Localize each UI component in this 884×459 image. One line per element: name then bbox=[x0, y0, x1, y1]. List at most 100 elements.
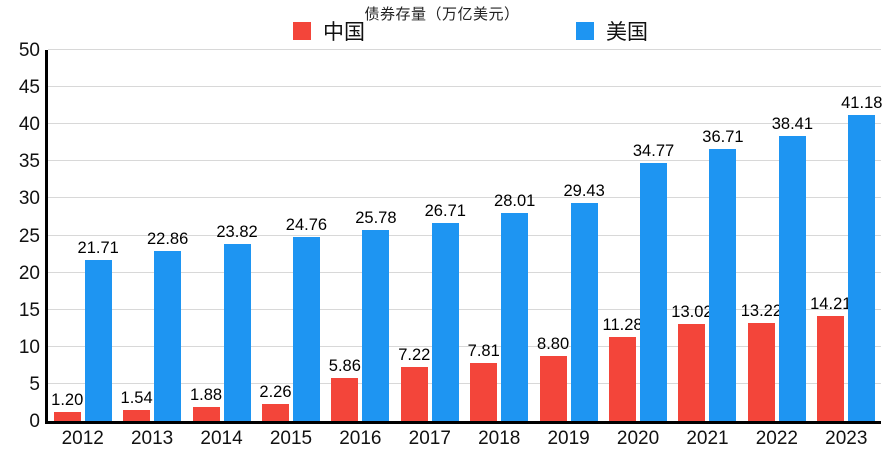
y-tick-label-30: 30 bbox=[18, 188, 40, 210]
bar-label-美国-2012: 21.71 bbox=[77, 238, 119, 257]
x-tick-label-2020: 2020 bbox=[616, 428, 660, 449]
legend-item-usa: 美国 bbox=[576, 16, 648, 46]
bar-中国-2022: 13.22 bbox=[741, 302, 782, 421]
bar-label-美国-2021: 36.71 bbox=[702, 127, 744, 146]
bar-label-中国-2012: 1.20 bbox=[51, 391, 84, 410]
legend-swatch-china-icon bbox=[293, 22, 311, 40]
y-tick-label-35: 35 bbox=[18, 151, 40, 173]
bar-美国-2020: 34.77 bbox=[633, 142, 674, 421]
bar-group-2016: 5.86 25.78 2016 bbox=[326, 50, 397, 449]
x-tick-label-2019: 2019 bbox=[547, 428, 590, 449]
y-tick-label-45: 45 bbox=[18, 77, 40, 99]
bar-label-中国-2022: 13.22 bbox=[740, 301, 783, 320]
bar-group-2020: 11.28 34.77 2020 bbox=[602, 50, 674, 449]
bar-group-2017: 7.22 26.71 2017 bbox=[395, 50, 466, 449]
bar-label-美国-2022: 38.41 bbox=[771, 115, 814, 133]
x-tick-label-2022: 2022 bbox=[755, 428, 798, 449]
bar-中国-2021: 13.02 bbox=[671, 303, 713, 421]
gridline-y20 bbox=[48, 271, 881, 273]
gridline-y25 bbox=[48, 234, 881, 236]
bar-label-美国-2020: 34.77 bbox=[632, 142, 675, 161]
plot-area: 0 5 10 15 20 25 30 35 40 45 50 1.20 21.71 2012 1.54 22.… bbox=[19, 40, 883, 449]
bar-group-2019: 8.80 29.43 2019 bbox=[534, 50, 605, 449]
bar-美国-2019: 29.43 bbox=[563, 182, 605, 421]
legend-label-china: 中国 bbox=[323, 21, 365, 44]
bar-group-2015: 2.26 24.76 2015 bbox=[256, 50, 327, 449]
bar-label-美国-2015: 24.76 bbox=[285, 216, 328, 235]
bar-美国-2014: 23.82 bbox=[216, 223, 258, 421]
bar-中国-2016: 5.86 bbox=[329, 357, 361, 421]
y-tick-label-10: 10 bbox=[18, 336, 40, 358]
gridline-y40 bbox=[48, 123, 881, 125]
bar-label-美国-2016: 25.78 bbox=[355, 208, 397, 227]
bar-label-中国-2015: 2.26 bbox=[259, 383, 292, 402]
bar-label-中国-2013: 1.54 bbox=[120, 388, 153, 407]
legend-label-usa: 美国 bbox=[606, 21, 648, 44]
gridline-y50 bbox=[48, 49, 881, 50]
gridline-y35 bbox=[48, 160, 881, 162]
bar-美国-2012: 21.71 bbox=[78, 239, 119, 421]
legend-item-china: 中国 bbox=[293, 16, 365, 46]
x-tick-label-2014: 2014 bbox=[200, 428, 243, 449]
x-tick-label-2021: 2021 bbox=[686, 428, 729, 449]
bar-美国-2021: 36.71 bbox=[702, 128, 744, 421]
bar-中国-2015: 2.26 bbox=[259, 383, 292, 421]
gridline-y10 bbox=[48, 345, 881, 347]
gridline-y30 bbox=[48, 197, 881, 199]
y-tick-label-15: 15 bbox=[18, 299, 40, 321]
y-tick-label-40: 40 bbox=[18, 114, 40, 136]
bar-中国-2019: 8.80 bbox=[537, 335, 569, 421]
bar-label-中国-2017: 7.22 bbox=[398, 346, 431, 365]
bar-美国-2015: 24.76 bbox=[286, 216, 327, 421]
bar-美国-2017: 26.71 bbox=[425, 202, 466, 421]
bar-美国-2022: 38.41 bbox=[772, 115, 813, 421]
bar-label-中国-2016: 5.86 bbox=[328, 356, 361, 375]
bar-label-美国-2018: 28.01 bbox=[494, 192, 536, 211]
bar-label-美国-2017: 26.71 bbox=[424, 201, 466, 220]
bar-中国-2012: 1.20 bbox=[51, 391, 83, 421]
x-tick-label-2017: 2017 bbox=[408, 428, 451, 449]
bar-中国-2023: 14.21 bbox=[810, 295, 851, 421]
x-tick-label-2016: 2016 bbox=[339, 428, 382, 449]
bar-label-中国-2020: 11.28 bbox=[602, 316, 643, 335]
bar-美国-2018: 28.01 bbox=[494, 192, 535, 421]
x-tick-label-2013: 2013 bbox=[130, 428, 174, 449]
y-tick-label-0: 0 bbox=[29, 411, 40, 432]
bar-中国-2020: 11.28 bbox=[602, 316, 643, 421]
bar-label-美国-2023: 41.18 bbox=[841, 94, 883, 113]
bar-label-中国-2021: 13.02 bbox=[671, 303, 713, 322]
bar-label-中国-2018: 7.81 bbox=[467, 342, 500, 361]
bar-group-2013: 1.54 22.86 2013 bbox=[117, 50, 189, 449]
y-tick-label-50: 50 bbox=[18, 40, 40, 61]
legend-swatch-usa-icon bbox=[576, 22, 594, 40]
bar-label-美国-2014: 23.82 bbox=[216, 223, 258, 242]
gridline-y15 bbox=[48, 308, 881, 310]
bar-group-2012: 1.20 21.71 2012 bbox=[48, 50, 119, 449]
bar-group-2014: 1.88 23.82 2014 bbox=[187, 50, 258, 449]
bar-中国-2014: 1.88 bbox=[190, 386, 222, 421]
x-tick-label-2018: 2018 bbox=[478, 428, 521, 449]
bar-中国-2018: 7.81 bbox=[468, 342, 500, 421]
y-tick-label-20: 20 bbox=[18, 262, 40, 284]
y-tick-label-5: 5 bbox=[29, 373, 40, 395]
chart-title: 债券存量（万亿美元） bbox=[364, 6, 520, 23]
bar-美国-2013: 22.86 bbox=[147, 230, 188, 421]
x-tick-label-2012: 2012 bbox=[61, 428, 104, 449]
x-tick-label-2023: 2023 bbox=[825, 428, 868, 449]
bar-美国-2016: 25.78 bbox=[355, 209, 397, 421]
bar-label-中国-2019: 8.80 bbox=[537, 334, 570, 353]
x-tick-label-2015: 2015 bbox=[269, 428, 313, 449]
bar-group-2021: 13.02 36.71 2021 bbox=[671, 50, 744, 449]
bar-label-美国-2019: 29.43 bbox=[563, 181, 605, 200]
bar-group-2018: 7.81 28.01 2018 bbox=[465, 50, 536, 449]
bar-美国-2023: 41.18 bbox=[841, 94, 882, 421]
bar-group-2023: 14.21 41.18 2023 bbox=[810, 50, 882, 449]
gridline-y45 bbox=[48, 86, 881, 88]
gridline-y5 bbox=[48, 382, 881, 384]
bar-label-中国-2023: 14.21 bbox=[810, 294, 852, 313]
bar-label-美国-2013: 22.86 bbox=[146, 230, 189, 249]
bar-group-2022: 13.22 38.41 2022 bbox=[741, 50, 813, 449]
bar-中国-2017: 7.22 bbox=[398, 346, 430, 421]
bar-label-中国-2014: 1.88 bbox=[189, 386, 223, 405]
